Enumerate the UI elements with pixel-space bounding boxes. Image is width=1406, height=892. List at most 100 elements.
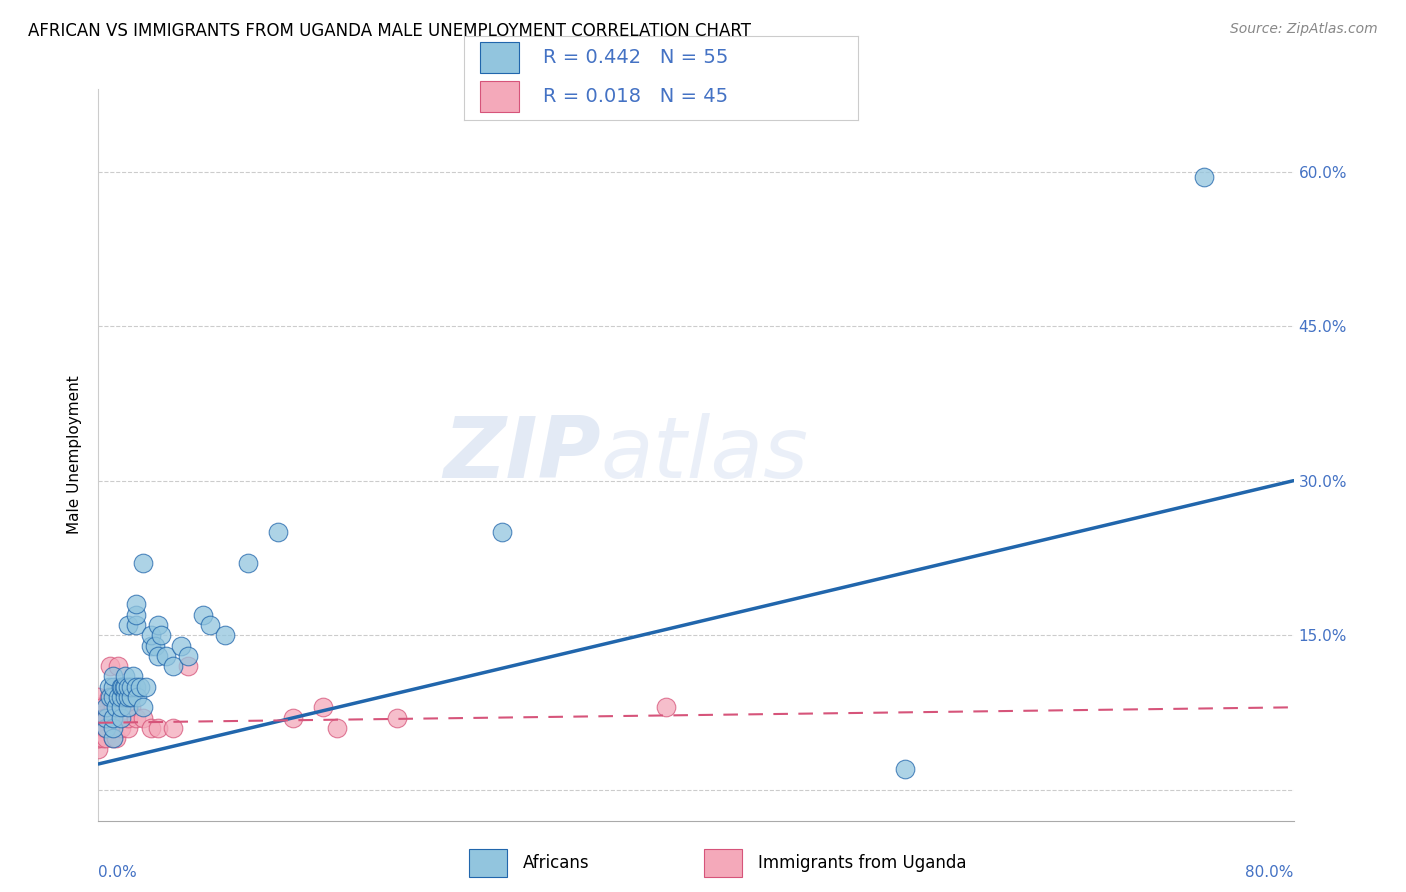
- Point: [97, 690, 120, 704]
- Point: [117, 618, 139, 632]
- Point: [139, 628, 162, 642]
- Point: [148, 618, 170, 632]
- Point: [1192, 169, 1215, 184]
- Point: [132, 556, 155, 570]
- Point: [148, 648, 170, 663]
- Point: [117, 680, 139, 694]
- Point: [93, 711, 115, 725]
- Point: [94, 721, 117, 735]
- Point: [100, 659, 122, 673]
- Point: [125, 711, 148, 725]
- Point: [214, 628, 236, 642]
- Point: [129, 680, 152, 694]
- Point: [117, 721, 139, 735]
- Point: [120, 690, 142, 704]
- Point: [87, 690, 110, 704]
- Point: [120, 700, 142, 714]
- Y-axis label: Male Unemployment: Male Unemployment: [67, 376, 83, 534]
- Point: [105, 680, 128, 694]
- Point: [148, 721, 170, 735]
- Point: [125, 597, 148, 611]
- Point: [110, 711, 132, 725]
- Point: [87, 700, 110, 714]
- Point: [385, 711, 409, 725]
- Point: [491, 525, 513, 540]
- Bar: [470, 849, 506, 877]
- Point: [103, 690, 125, 704]
- Point: [111, 680, 134, 694]
- Point: [169, 639, 191, 653]
- Point: [103, 731, 125, 746]
- Point: [107, 659, 129, 673]
- Point: [94, 711, 117, 725]
- Bar: [479, 81, 519, 112]
- Point: [143, 639, 166, 653]
- Bar: [704, 849, 742, 877]
- Point: [100, 690, 122, 704]
- Point: [114, 669, 136, 683]
- Point: [103, 690, 125, 704]
- Point: [97, 680, 120, 694]
- Point: [267, 525, 290, 540]
- Point: [112, 680, 135, 694]
- Point: [107, 690, 129, 704]
- Text: 80.0%: 80.0%: [1246, 864, 1294, 880]
- Point: [103, 680, 125, 694]
- Point: [87, 700, 110, 714]
- Point: [91, 731, 114, 746]
- Point: [105, 700, 128, 714]
- Point: [162, 721, 184, 735]
- Point: [121, 669, 143, 683]
- Text: Source: ZipAtlas.com: Source: ZipAtlas.com: [1230, 22, 1378, 37]
- Point: [91, 700, 114, 714]
- Point: [326, 721, 349, 735]
- Point: [87, 721, 110, 735]
- Point: [150, 628, 173, 642]
- Point: [103, 711, 125, 725]
- Point: [191, 607, 214, 622]
- Point: [125, 680, 148, 694]
- Point: [87, 711, 110, 725]
- Point: [655, 700, 678, 714]
- Point: [139, 639, 162, 653]
- Point: [139, 721, 162, 735]
- Point: [114, 680, 136, 694]
- Point: [87, 721, 110, 735]
- Point: [103, 669, 125, 683]
- Text: Immigrants from Uganda: Immigrants from Uganda: [758, 854, 966, 872]
- Point: [103, 721, 125, 735]
- Point: [127, 690, 149, 704]
- Point: [311, 700, 333, 714]
- Text: AFRICAN VS IMMIGRANTS FROM UGANDA MALE UNEMPLOYMENT CORRELATION CHART: AFRICAN VS IMMIGRANTS FROM UGANDA MALE U…: [28, 22, 751, 40]
- Point: [87, 731, 110, 746]
- Point: [94, 711, 117, 725]
- Point: [177, 659, 200, 673]
- Point: [87, 711, 110, 725]
- Point: [894, 762, 917, 776]
- Point: [132, 700, 155, 714]
- Point: [103, 711, 125, 725]
- Point: [87, 731, 110, 746]
- Text: atlas: atlas: [600, 413, 808, 497]
- Point: [281, 711, 304, 725]
- Point: [94, 700, 117, 714]
- Point: [200, 618, 222, 632]
- Point: [162, 659, 184, 673]
- Point: [87, 721, 110, 735]
- Point: [103, 721, 125, 735]
- Point: [177, 648, 200, 663]
- Point: [105, 731, 128, 746]
- Point: [117, 690, 139, 704]
- Point: [110, 700, 132, 714]
- Point: [94, 721, 117, 735]
- Point: [117, 711, 139, 725]
- Text: R = 0.018   N = 45: R = 0.018 N = 45: [543, 87, 728, 106]
- Point: [87, 741, 110, 756]
- Point: [117, 700, 139, 714]
- Bar: [479, 43, 519, 73]
- Text: Africans: Africans: [523, 854, 589, 872]
- Point: [236, 556, 259, 570]
- Point: [103, 731, 125, 746]
- Point: [94, 731, 117, 746]
- Point: [110, 690, 132, 704]
